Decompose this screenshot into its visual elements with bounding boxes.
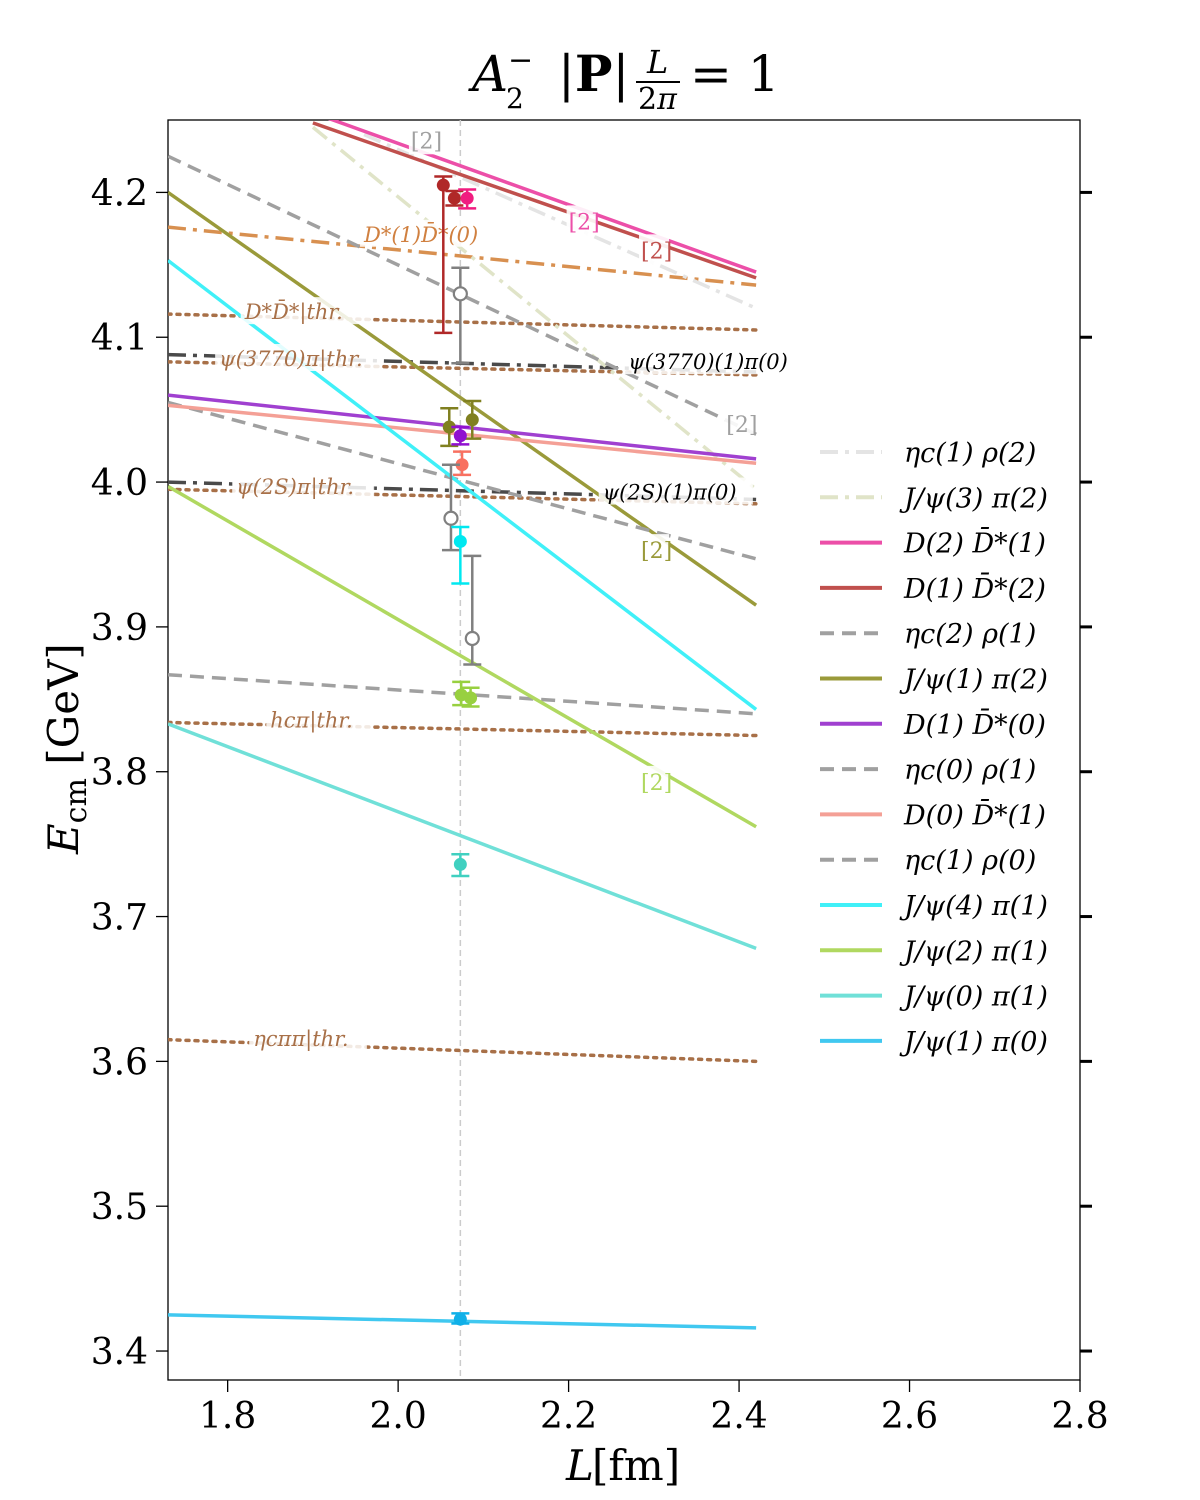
data-points (434, 175, 482, 1326)
y-tick-label: 3.8 (91, 753, 148, 794)
degeneracy-label: [2] (641, 539, 672, 564)
axis-ticks: 1.8 2.0 2.2 2.4 2.6 2.8 3.4 3.5 3.6 3.7 3.8 3.9 4.0 4… (91, 173, 1109, 1437)
data-point (436, 178, 450, 192)
x-tick-label: 2.0 (369, 1396, 426, 1437)
data-point (465, 413, 479, 427)
threshold-label: hcπ|thr. (270, 709, 353, 734)
data-point (455, 458, 469, 472)
legend-label: ηc(2) ρ(1) (904, 619, 1036, 650)
x-tick-label: 2.2 (540, 1396, 597, 1437)
data-point (453, 429, 467, 443)
svg-text:[fm]: [fm] (592, 1441, 680, 1490)
legend-label: ηc(1) ρ(0) (904, 846, 1036, 877)
threshold-label-bg (232, 471, 375, 499)
legend-label: J/ψ(4) π(1) (899, 891, 1048, 922)
series-line (168, 259, 758, 711)
series-line (312, 121, 757, 280)
legend-label: J/ψ(1) π(0) (899, 1027, 1048, 1058)
curve-label: ψ(2S)(1)π(0) (603, 481, 737, 505)
data-point (453, 857, 467, 871)
degeneracy-bg (724, 408, 755, 439)
y-tick-label: 4.1 (91, 318, 148, 359)
x-tick-label: 1.8 (199, 1396, 256, 1437)
legend: ηc(1) ρ(2) J/ψ(3) π(2) D(2) D̄*(1) D(1) D̄*… (820, 438, 1048, 1058)
curve-label: ψ(3770)(1)π(0) (628, 350, 788, 374)
threshold-label: D*D̄*|thr. (244, 299, 343, 325)
x-tick-label: 2.8 (1051, 1396, 1108, 1437)
data-point (464, 691, 478, 705)
degeneracy-label: [2] (726, 413, 757, 438)
annotations: D*D̄*|thr. ψ(3770)π|thr. ψ(2S)π|thr. hcπ|th… (215, 124, 803, 1052)
series-line (327, 120, 757, 274)
y-tick-label: 3.6 (91, 1042, 148, 1083)
threshold-label-bg (249, 1023, 367, 1051)
curve-line (168, 225, 757, 287)
degeneracy-bg (408, 124, 439, 155)
series-line (168, 400, 757, 561)
plot-area (167, 119, 1081, 1381)
y-tick-label: 4.0 (91, 463, 148, 504)
legend-label: D(0) D̄*(1) (903, 797, 1046, 831)
legend-label: D(2) D̄*(1) (903, 526, 1046, 560)
y-tick-label: 3.4 (91, 1332, 148, 1373)
data-point (447, 191, 461, 205)
y-tick-label: 3.7 (91, 898, 148, 939)
y-tick-label: 4.2 (91, 173, 148, 214)
y-axis-title: Ecm [GeV] (39, 643, 94, 855)
data-point (442, 420, 456, 434)
threshold-line (168, 720, 758, 738)
data-point (460, 191, 474, 205)
degeneracy-label: [2] (641, 239, 672, 264)
curve-label-bg (360, 219, 503, 247)
threshold-label-bg (266, 705, 372, 733)
legend-label: J/ψ(1) π(2) (899, 665, 1048, 696)
data-point-open (452, 286, 468, 302)
y-tick-label: 3.5 (91, 1187, 148, 1228)
threshold-label: ηcππ|thr. (253, 1027, 348, 1052)
data-point (453, 1312, 467, 1326)
threshold-label: ψ(3770)π|thr. (219, 347, 363, 372)
svg-text:A: A (468, 45, 508, 103)
legend-label: J/ψ(2) π(1) (899, 936, 1048, 967)
degeneracy-bg (639, 765, 670, 796)
svg-text:L: L (565, 1441, 594, 1490)
svg-text:2π: 2π (638, 82, 678, 117)
legend-label: D(1) D̄*(0) (903, 707, 1046, 741)
legend-label: J/ψ(3) π(2) (899, 483, 1048, 514)
svg-text:2: 2 (506, 82, 524, 115)
x-tick-label: 2.6 (881, 1396, 938, 1437)
svg-text:−: − (508, 43, 533, 78)
threshold-label-bg (240, 297, 371, 325)
legend-label: ηc(0) ρ(1) (904, 755, 1036, 786)
series-line (168, 722, 757, 951)
degeneracy-bg (639, 234, 670, 265)
y-tick-label: 3.9 (91, 608, 148, 649)
degeneracy-bg (639, 534, 670, 565)
threshold-label: ψ(2S)π|thr. (236, 475, 354, 500)
series-line (311, 125, 758, 491)
x-tick-label: 2.4 (710, 1396, 767, 1437)
degeneracy-bg (566, 205, 597, 236)
x-axis-title: L [fm] (565, 1441, 680, 1490)
curve-label: D*(1)D̄*(0) (363, 222, 478, 247)
curve-label-bg (598, 477, 753, 505)
degeneracy-label: [2] (411, 129, 442, 154)
data-point-open (443, 510, 459, 526)
curve-label-bg (624, 347, 803, 375)
data-point-open (464, 630, 480, 647)
legend-label: D(1) D̄*(2) (903, 571, 1046, 605)
legend-label: ηc(1) ρ(2) (904, 438, 1036, 469)
data-point (453, 534, 467, 548)
svg-text:= 1: = 1 (690, 45, 780, 103)
degeneracy-label: [2] (641, 771, 672, 796)
svg-text:|P|: |P| (558, 44, 629, 103)
svg-text:Ecm [GeV]: Ecm [GeV] (39, 643, 94, 855)
svg-text:L: L (646, 43, 668, 81)
degeneracy-label: [2] (569, 210, 600, 235)
chart-title: A 2 − |P| L 2π = 1 (468, 43, 780, 117)
legend-label: J/ψ(0) π(1) (899, 982, 1048, 1013)
threshold-label-bg (215, 343, 382, 371)
